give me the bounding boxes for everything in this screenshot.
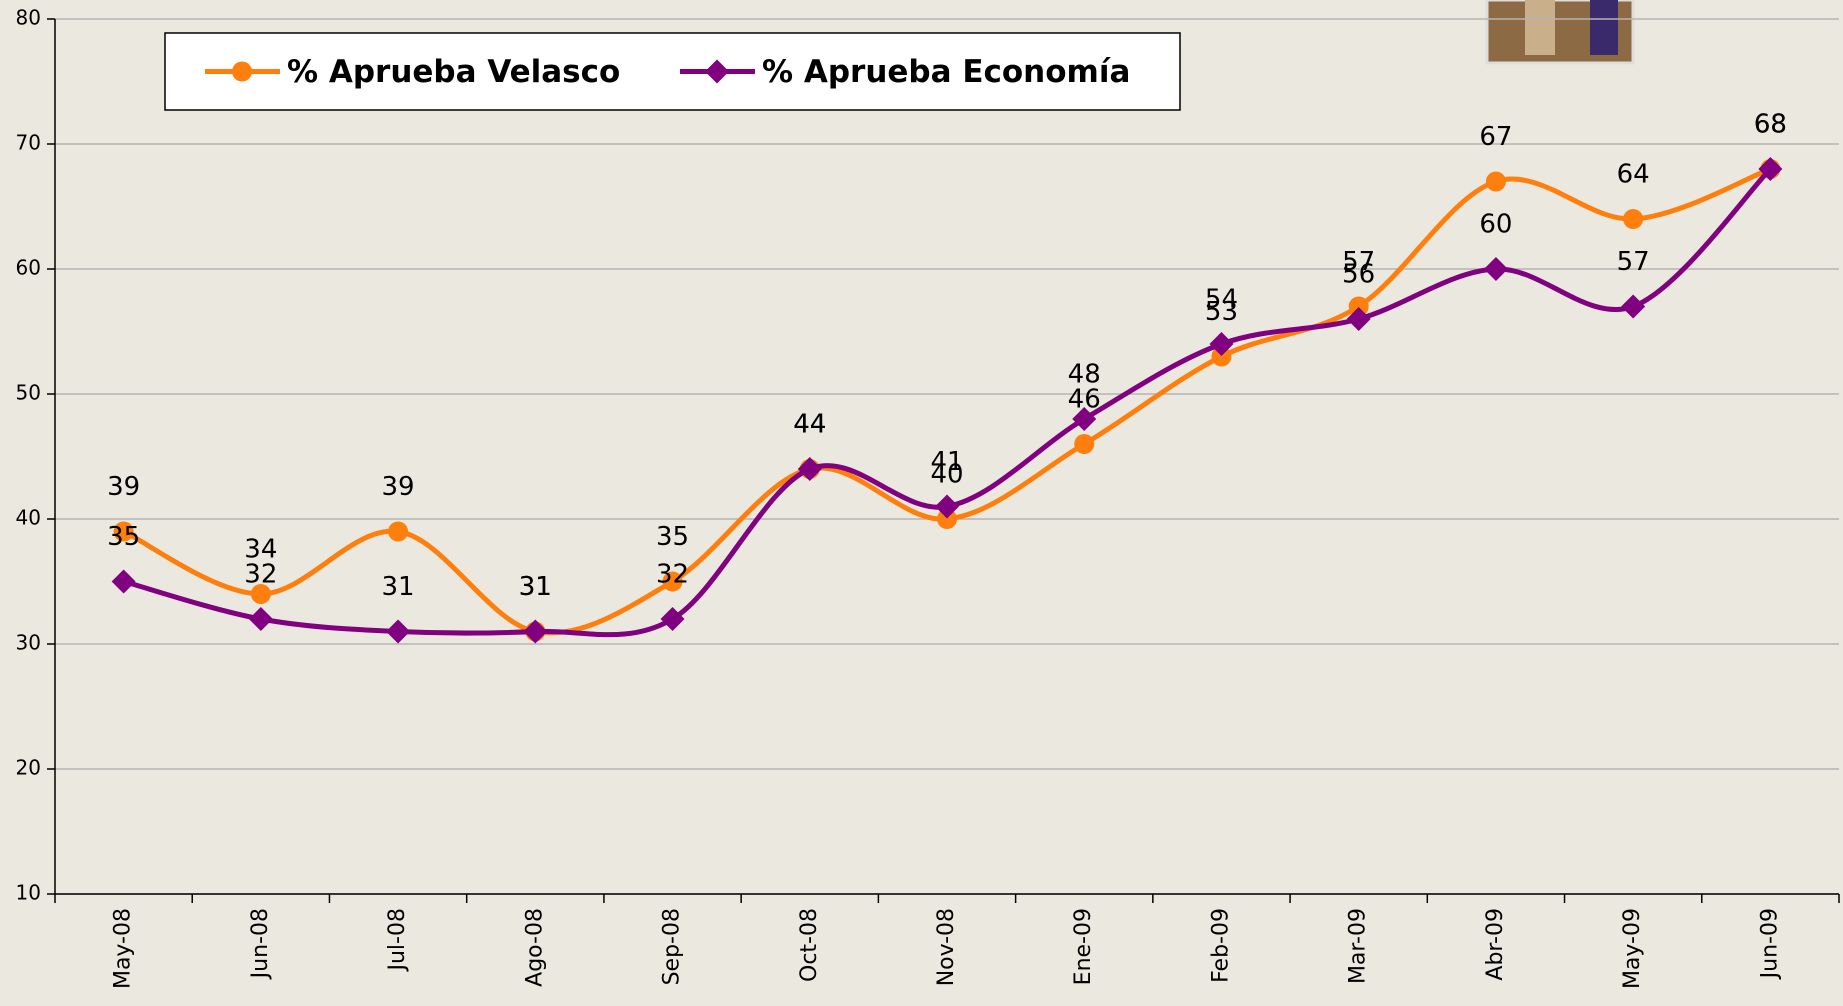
legend-label: % Aprueba Economía xyxy=(762,54,1130,90)
data-label: 35 xyxy=(656,522,689,552)
point xyxy=(1486,172,1506,192)
x-tick-label: Feb-09 xyxy=(1208,908,1233,983)
point xyxy=(1074,434,1094,454)
data-label: 44 xyxy=(793,410,826,440)
data-label: 64 xyxy=(1617,160,1650,190)
y-tick-label: 80 xyxy=(16,6,41,30)
y-tick-label: 60 xyxy=(16,256,41,280)
data-label: 31 xyxy=(519,572,552,602)
data-label: 39 xyxy=(107,472,140,502)
x-tick-label: Jun-08 xyxy=(248,908,273,980)
data-label: 35 xyxy=(107,522,140,552)
photo-figure xyxy=(1590,0,1618,55)
legend-marker xyxy=(232,62,252,82)
x-tick-label: Oct-08 xyxy=(797,908,822,982)
data-label: 67 xyxy=(1479,122,1512,152)
data-label: 56 xyxy=(1342,260,1375,290)
y-tick-label: 30 xyxy=(16,631,41,655)
data-label: 48 xyxy=(1068,360,1101,390)
x-tick-label: Sep-08 xyxy=(660,908,685,985)
point xyxy=(388,522,408,542)
x-tick-label: Nov-08 xyxy=(934,908,959,986)
y-tick-label: 20 xyxy=(16,756,41,780)
data-label: 41 xyxy=(930,447,963,477)
x-tick-label: Abr-09 xyxy=(1483,908,1508,981)
legend-label: % Aprueba Velasco xyxy=(287,54,620,90)
x-tick-label: Jul-08 xyxy=(385,908,410,972)
data-label: 32 xyxy=(244,560,277,590)
x-tick-label: May-09 xyxy=(1620,908,1645,989)
data-label: 32 xyxy=(656,560,689,590)
x-tick-label: Jun-09 xyxy=(1757,908,1782,980)
x-tick-label: Ene-09 xyxy=(1071,908,1096,985)
x-tick-label: Ago-08 xyxy=(522,908,547,987)
chart: 10 20 30 40 50 60 70 80 May-08 Jun-08 Jul-08 Ago-08… xyxy=(0,0,1843,1006)
data-label: 68 xyxy=(1754,110,1787,140)
point xyxy=(1623,209,1643,229)
data-label: 39 xyxy=(382,472,415,502)
x-tick-label: Mar-09 xyxy=(1346,908,1371,984)
data-label: 57 xyxy=(1617,247,1650,277)
data-label: 60 xyxy=(1479,210,1512,240)
y-tick-label: 70 xyxy=(16,131,41,155)
data-label: 31 xyxy=(382,572,415,602)
y-tick-label: 40 xyxy=(16,506,41,530)
y-tick-label: 50 xyxy=(16,381,41,405)
x-tick-label: May-08 xyxy=(111,908,136,989)
y-tick-label: 10 xyxy=(16,881,41,905)
photo-figure xyxy=(1525,0,1555,55)
data-label: 54 xyxy=(1205,285,1238,315)
